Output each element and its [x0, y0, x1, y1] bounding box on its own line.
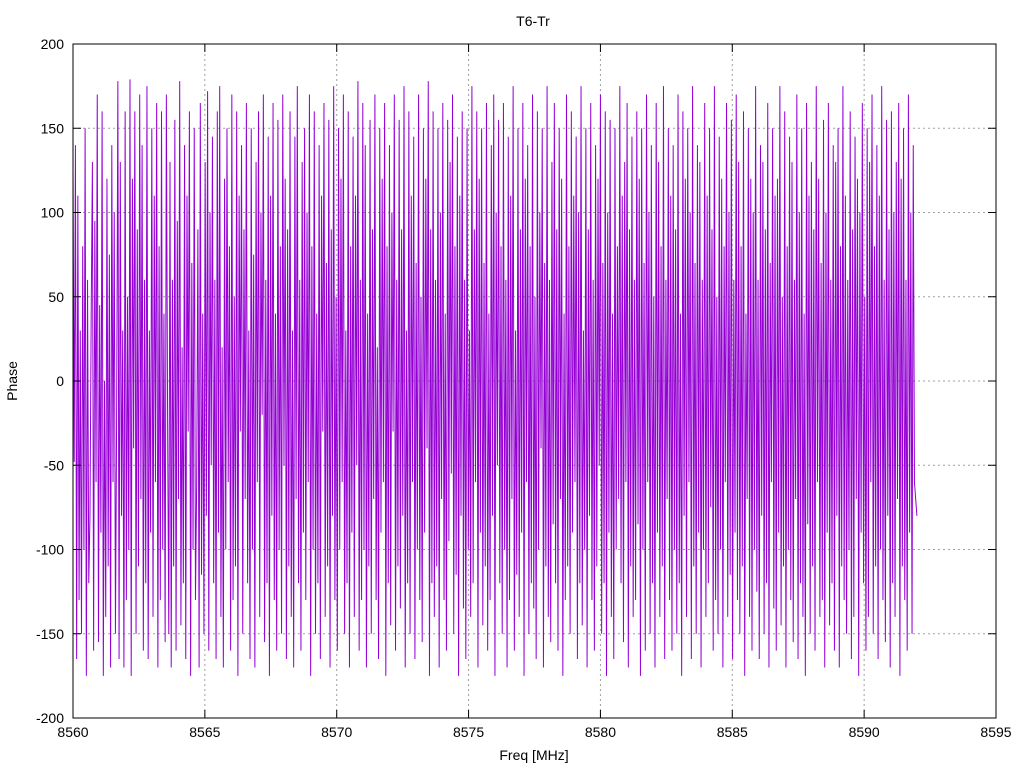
x-tick-label: 8595	[980, 724, 1011, 740]
x-tick-label: 8575	[453, 724, 484, 740]
tick-marks	[72, 43, 997, 719]
y-tick-label: 150	[41, 120, 65, 136]
y-tick-label: -50	[44, 457, 64, 473]
x-tick-label: 8565	[189, 724, 220, 740]
y-tick-labels: 200 150 100 50 0 -50 -100 -150 -200	[36, 36, 64, 726]
series-layer	[72, 79, 918, 676]
x-tick-label: 8580	[585, 724, 616, 740]
y-tick-label: 0	[56, 373, 64, 389]
x-tick-label: 8560	[57, 724, 88, 740]
y-tick-label: -200	[36, 710, 64, 726]
y-tick-label: -100	[36, 542, 64, 558]
y-tick-label: 100	[41, 205, 65, 221]
y-axis-label: Phase	[4, 361, 20, 401]
x-tick-label: 8585	[717, 724, 748, 740]
y-tick-label: 50	[48, 289, 64, 305]
phase-series-line	[72, 79, 918, 676]
y-tick-label: 200	[41, 36, 65, 52]
y-tick-label: -150	[36, 626, 64, 642]
x-tick-label: 8570	[321, 724, 352, 740]
chart-title: T6-Tr	[516, 13, 550, 29]
x-tick-labels: 8560 8565 8570 8575 8580 8585 8590 8595	[57, 724, 1011, 740]
x-tick-label: 8590	[849, 724, 880, 740]
x-axis-label: Freq [MHz]	[499, 747, 568, 763]
